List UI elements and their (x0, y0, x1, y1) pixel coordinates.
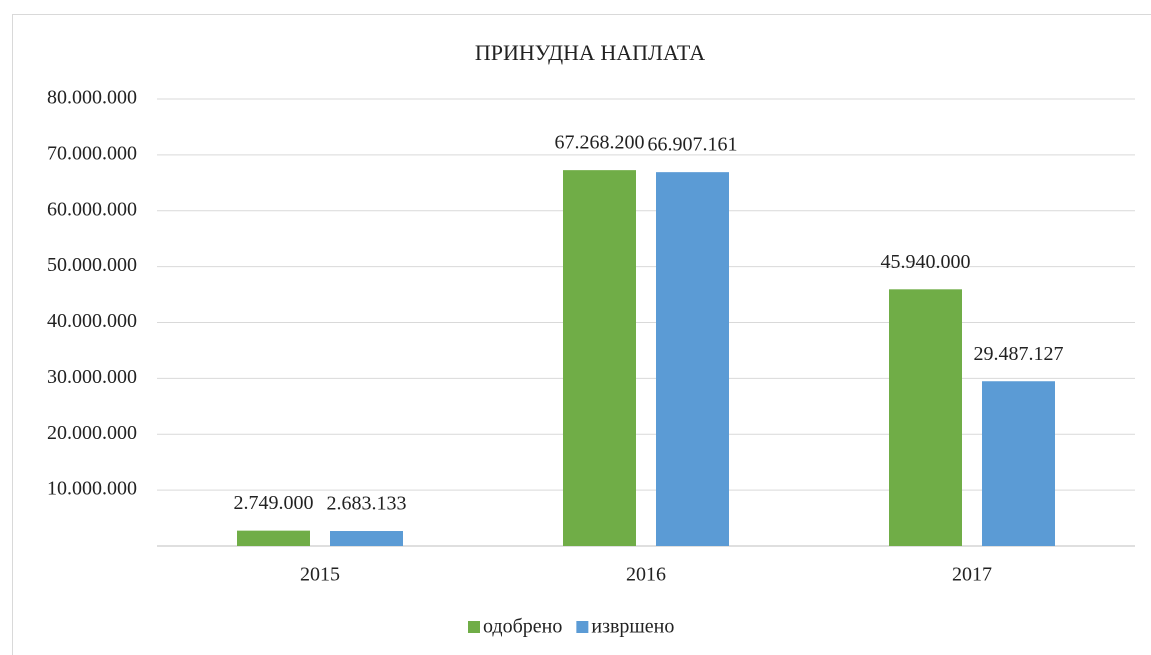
x-tick-label: 2015 (300, 564, 340, 586)
bar (330, 531, 403, 546)
data-label: 67.268.200 (555, 132, 645, 154)
x-tick-label: 2017 (952, 564, 992, 586)
bar (656, 172, 729, 546)
bar (982, 381, 1055, 546)
x-tick-label: 2016 (626, 564, 666, 586)
bar (563, 170, 636, 547)
legend-label: одобрено (483, 616, 562, 638)
y-tick-label: 10.000.000 (47, 478, 137, 500)
legend-swatch (468, 621, 480, 633)
data-label: 66.907.161 (648, 134, 738, 156)
legend-swatch (576, 621, 589, 633)
bar (237, 530, 310, 546)
chart-title: ПРИНУДНА НАПЛАТА (475, 40, 705, 65)
data-label: 2.683.133 (327, 493, 407, 515)
y-tick-label: 40.000.000 (47, 310, 137, 332)
y-tick-label: 50.000.000 (47, 254, 137, 276)
bar (889, 289, 962, 546)
data-label: 45.940.000 (881, 251, 971, 273)
y-tick-label: 30.000.000 (47, 366, 137, 388)
data-label: 2.749.000 (234, 492, 314, 514)
y-tick-label: 80.000.000 (47, 87, 137, 109)
legend-label: извршено (591, 616, 674, 638)
y-tick-label: 70.000.000 (47, 142, 137, 164)
y-tick-label: 20.000.000 (47, 422, 137, 444)
y-tick-label: 60.000.000 (47, 198, 137, 220)
data-label: 29.487.127 (974, 343, 1064, 365)
